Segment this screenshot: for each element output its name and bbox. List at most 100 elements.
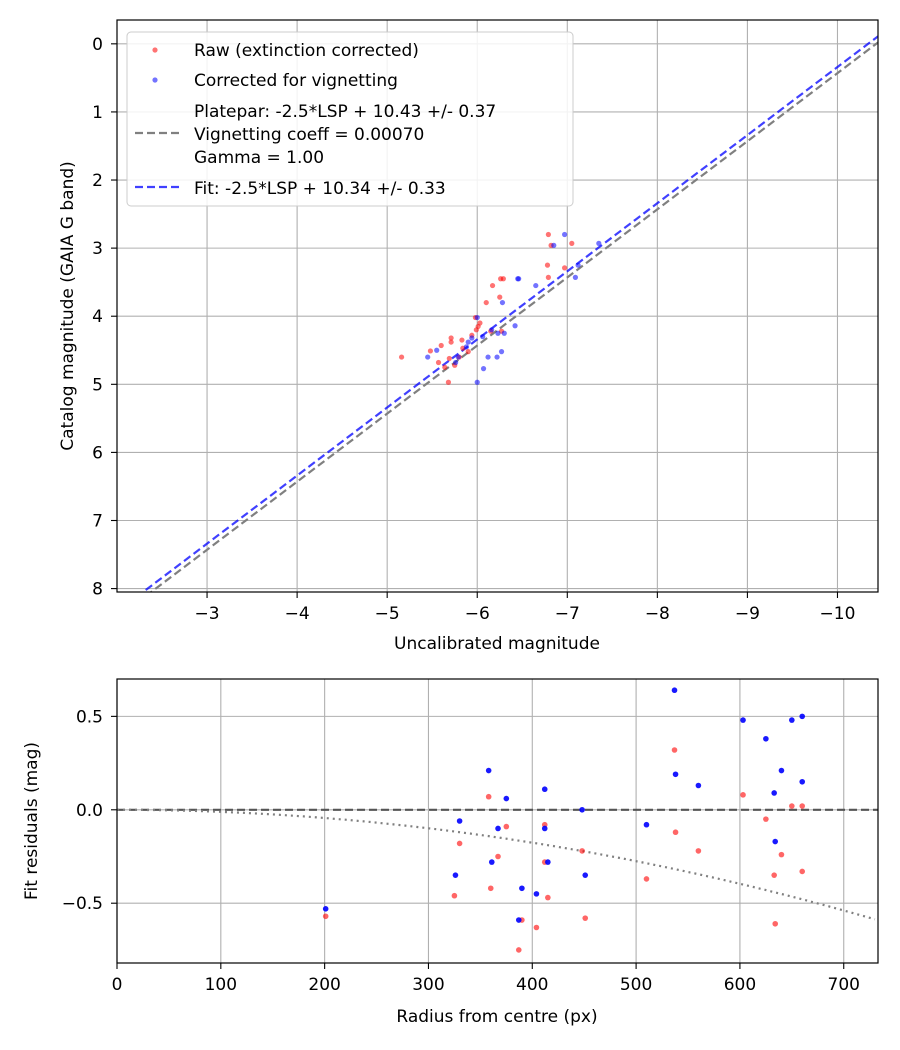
raw-point [561,265,568,271]
residual-corrected-point [503,795,510,802]
top-y-tick-label: 3 [92,239,103,259]
bottom-x-tick-label: 200 [308,975,340,995]
top-y-tick-label: 1 [92,103,103,123]
top-x-label: Uncalibrated magnitude [394,634,600,654]
residual-corrected-point [515,917,522,923]
raw-point [545,231,551,238]
residual-corrected-point [519,885,525,892]
residual-raw-point [740,792,746,798]
top-x-tick-label: −7 [555,604,580,624]
bottom-x-tick-label: 300 [412,975,444,995]
residual-corrected-point [671,687,678,694]
top-y-label: Catalog magnitude (GAIA G band) [58,161,78,451]
bottom-y-tick-label: 0.0 [76,801,103,821]
raw-point [500,276,506,282]
top-points [398,231,602,385]
residual-corrected-point [582,872,589,878]
residual-raw-point [515,947,522,953]
legend-marker-raw [152,47,158,53]
raw-point [427,348,434,354]
corrected-point [474,314,480,321]
corrected-point [596,240,602,246]
residual-raw-point [579,848,585,854]
residual-raw-point [322,913,329,920]
top-x-tick-label: −5 [375,604,400,624]
raw-point [569,240,575,246]
top-x-tick-label: −9 [735,604,760,624]
corrected-point [463,344,470,350]
bottom-axes-frame [116,678,879,964]
residual-corrected-point [495,825,501,832]
residual-corrected-point [789,717,795,723]
corrected-point [469,335,475,341]
residual-corrected-point [541,825,548,832]
residual-raw-point [799,868,806,875]
corrected-point [572,274,579,280]
legend-label-corrected: Corrected for vignetting [194,71,398,91]
raw-point [497,294,503,300]
residual-raw-point [672,829,679,836]
raw-point [473,327,479,333]
raw-point [442,364,448,370]
raw-point [459,337,465,343]
raw-point [448,335,454,341]
corrected-point [498,349,505,355]
corrected-point [480,366,487,372]
corrected-point [501,330,507,336]
residual-corrected-point [771,790,777,796]
residual-corrected-point [672,771,679,778]
top-x-tick-label: −3 [195,604,220,624]
legend-label-platepar-1: Platepar: -2.5*LSP + 10.43 +/- 0.37 [194,102,496,122]
bottom-y-ticks: 0.5 0.0 −0.5 [62,707,117,914]
calibration-plot: −3 −4 −5 −6 −7 −8 −9 −10 0 1 2 3 4 5 6 7 8 Uncalibrated… [58,19,879,654]
corrected-point [533,282,539,289]
corrected-point [561,231,568,238]
corrected-point [465,339,471,345]
residual-raw-point [772,920,779,927]
residual-raw-point [778,851,785,858]
bottom-y-tick-label: −0.5 [62,894,103,914]
legend-label-platepar-2: Vignetting coeff = 0.00070 [194,125,424,145]
residual-raw-point [545,894,551,901]
top-x-tick-label: −10 [820,604,856,624]
corrected-point [455,354,461,360]
top-x-tick-label: −8 [645,604,670,624]
legend-marker-corrected [152,77,158,83]
raw-point [445,379,452,385]
raw-point [448,339,454,345]
residual-corrected-point [643,821,650,828]
raw-point [483,299,489,306]
legend-box [126,31,574,207]
corrected-point [494,354,500,360]
legend-label-fit: Fit: -2.5*LSP + 10.34 +/- 0.33 [194,179,446,199]
corrected-point [485,354,491,360]
residuals-plot: 0 100 200 300 400 500 600 700 0.5 0.0 −0.5 Radius… [22,678,879,1027]
bottom-reference-lines [117,808,878,921]
residual-corrected-point [579,806,585,813]
residual-raw-point [495,853,501,860]
corrected-point [499,299,506,306]
residual-raw-point [643,876,650,882]
residual-corrected-point [778,767,785,774]
residual-corrected-point [763,735,769,742]
corrected-point [495,330,501,336]
residual-corrected-point [488,859,495,865]
corrected-point [480,334,486,340]
top-x-tick-label: −4 [285,604,310,624]
residual-corrected-point [322,906,329,912]
corrected-point [512,323,518,329]
raw-point [489,282,496,289]
residual-raw-point [487,885,494,892]
corrected-point [489,327,495,333]
bottom-y-label: Fit residuals (mag) [22,742,42,900]
residual-raw-point [799,803,806,809]
residual-corrected-point [740,717,746,723]
corrected-point [425,354,431,360]
top-y-tick-label: 7 [92,512,103,532]
residual-corrected-point [541,786,548,793]
residual-raw-point [763,816,769,822]
bottom-x-ticks: 0 100 200 300 400 500 600 700 [112,963,860,995]
top-y-ticks: 0 1 2 3 4 5 6 7 8 [92,35,117,600]
legend-label-raw: Raw (extinction corrected) [194,41,419,61]
